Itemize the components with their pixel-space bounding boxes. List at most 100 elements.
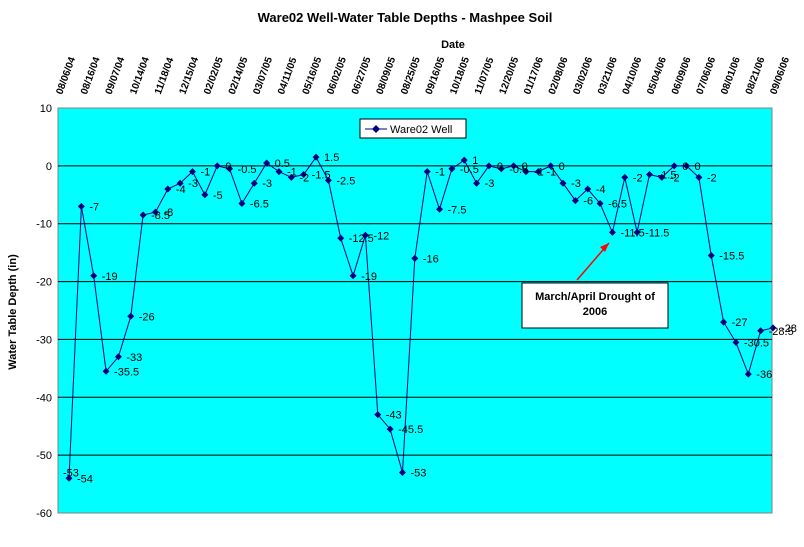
data-label: -16 [423, 253, 439, 265]
data-point [436, 205, 444, 213]
data-point [238, 199, 246, 207]
series-line [68, 156, 774, 479]
data-point [522, 168, 530, 176]
data-label: -7.5 [448, 204, 467, 216]
data-label: -12.5 [349, 233, 374, 245]
data-point [189, 168, 197, 176]
annotation-text-line2: 2006 [583, 306, 607, 318]
data-label: -4 [176, 184, 186, 196]
data-label: -1 [534, 167, 544, 179]
data-point [732, 338, 740, 346]
y-tick-label: -10 [36, 219, 52, 231]
data-point [683, 162, 691, 170]
x-tick-label: 08/01/06 [719, 55, 743, 96]
data-point [608, 228, 616, 236]
data-point [633, 228, 641, 236]
data-label: 1.5 [324, 152, 339, 164]
x-tick-labels: 08/06/04 08/16/04 09/07/04 10/14/04 11/18/04… [54, 55, 792, 96]
data-label: -7 [89, 201, 99, 213]
annotation-text-line1: March/April Drought of [535, 291, 655, 303]
y-tick-labels: 10 0 -10 -20 -30 -40 -50 -60 [36, 103, 52, 520]
data-point [337, 234, 345, 242]
legend: Ware02 Well [359, 118, 467, 139]
data-label: -45.5 [398, 424, 423, 436]
data-point [645, 171, 653, 179]
drought-annotation: March/April Drought of 2006 [521, 242, 669, 329]
data-point [547, 162, 555, 170]
x-tick-label: 06/02/05 [325, 55, 349, 96]
data-point [77, 202, 85, 210]
x-tick-label: 10/14/04 [128, 55, 152, 96]
data-point [571, 197, 579, 205]
data-label: -53 [410, 468, 426, 480]
data-point [386, 425, 394, 433]
data-labels: -53-54-7-19-35.5-33-26-8.5-8-4 -3-1-50 -0.… [63, 152, 797, 485]
data-point [448, 165, 456, 173]
data-label: -1.5 [657, 170, 676, 182]
legend-label: Ware02 Well [390, 124, 452, 136]
data-point [201, 191, 209, 199]
data-point [510, 162, 518, 170]
x-tick-label: 02/08/06 [547, 55, 571, 96]
data-point [398, 469, 406, 476]
data-label: -3 [188, 178, 198, 190]
data-label: 0 [522, 161, 528, 173]
x-tick-label: 04/10/06 [621, 55, 645, 96]
data-point [769, 324, 777, 332]
data-label: -1 [201, 167, 211, 179]
y-tick-label: -20 [36, 277, 52, 289]
data-point [287, 173, 295, 181]
data-label: -0.5 [509, 164, 528, 176]
x-tick-label: 03/02/06 [572, 55, 596, 96]
x-axis-title: Date [441, 39, 465, 51]
data-label: 0.5 [275, 158, 290, 170]
data-point [658, 173, 666, 181]
data-point [250, 179, 258, 187]
y-tick-label: 0 [46, 161, 52, 173]
data-label: -28.5 [769, 326, 794, 338]
x-tick-label: 03/21/06 [596, 55, 620, 96]
data-point [324, 176, 332, 184]
data-point [139, 211, 147, 219]
data-point [423, 168, 431, 176]
y-tick-label: -40 [36, 392, 52, 404]
data-label: -3 [262, 178, 272, 190]
x-tick-label: 10/18/05 [448, 55, 472, 96]
x-tick-label: 08/09/05 [375, 55, 399, 96]
data-point [275, 168, 283, 176]
data-label: -2 [670, 172, 680, 184]
data-label: -5 [213, 190, 223, 202]
data-point [349, 272, 357, 280]
x-tick-label: 04/11/05 [276, 56, 300, 96]
data-label: 0 [559, 161, 565, 173]
x-tick-label: 05/16/05 [301, 55, 325, 96]
x-tick-label: 08/16/04 [79, 55, 103, 96]
x-tick-label: 09/16/05 [424, 55, 448, 96]
x-tick-label: 08/21/06 [744, 55, 768, 96]
data-point [584, 185, 592, 193]
data-point [473, 179, 481, 187]
data-point [65, 474, 73, 482]
chart-title: Ware02 Well-Water Table Depths - Mashpee… [258, 10, 553, 25]
x-tick-label: 12/15/04 [178, 55, 202, 96]
data-label: -0.5 [238, 164, 257, 176]
x-tick-label: 06/09/06 [670, 55, 694, 96]
data-point [127, 312, 135, 320]
data-label: -6.5 [250, 198, 269, 210]
data-label: 0 [497, 161, 503, 173]
data-label: -11.5 [645, 227, 669, 239]
data-label: -28 [781, 323, 797, 335]
data-label: -0.5 [460, 164, 479, 176]
y-tick-label: 10 [40, 103, 52, 115]
gridlines [58, 165, 772, 456]
data-label: -2 [633, 172, 643, 184]
x-tick-label: 11/18/04 [153, 56, 177, 96]
data-label: -8.5 [151, 210, 170, 222]
data-label: -2 [299, 172, 309, 184]
y-tick-label: -30 [36, 334, 52, 346]
data-label: -1 [546, 167, 556, 179]
data-point [176, 179, 184, 187]
data-label: -11.5 [620, 227, 644, 239]
data-label: -2.5 [336, 175, 355, 187]
